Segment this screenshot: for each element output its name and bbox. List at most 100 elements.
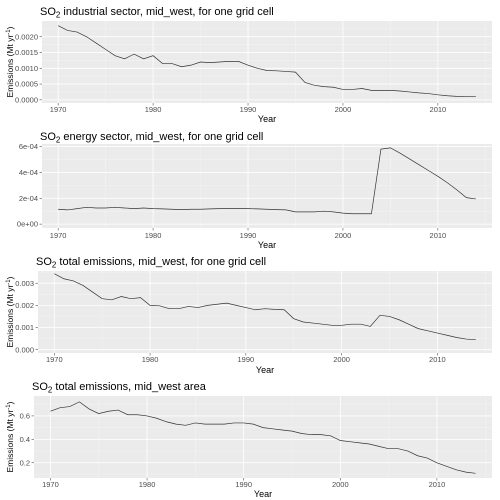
data-point [200, 61, 201, 62]
y-tick-label: 0.003 [15, 279, 34, 288]
data-point [96, 42, 97, 43]
data-point [371, 90, 372, 91]
data-point [418, 164, 419, 165]
data-point [323, 86, 324, 87]
data-point [352, 89, 353, 90]
data-point [456, 337, 457, 338]
data-point [188, 306, 189, 307]
y-tick-label: 0.0015 [15, 48, 38, 57]
data-point [361, 213, 362, 214]
data-point [276, 209, 277, 210]
chart-panel-2: SO2 energy sector, mid_west, for one gri… [17, 131, 492, 250]
data-point [209, 62, 210, 63]
data-point [291, 431, 292, 432]
data-point [152, 208, 153, 209]
data-point [380, 90, 381, 91]
data-point [388, 448, 389, 449]
data-point [228, 208, 229, 209]
x-tick-label: 2000 [333, 355, 350, 364]
y-tick-label: 0.0020 [15, 32, 38, 41]
y-tick-label: 0.000 [15, 345, 34, 354]
data-point [127, 414, 128, 415]
x-tick-label: 2000 [335, 231, 352, 240]
data-point [257, 68, 258, 69]
plot-panel [38, 271, 492, 353]
data-point [456, 189, 457, 190]
data-point [370, 326, 371, 327]
data-point [475, 339, 476, 340]
data-point [314, 85, 315, 86]
y-tick-label: 0.0005 [15, 80, 38, 89]
plot-panel [42, 21, 492, 103]
data-point [285, 71, 286, 72]
data-point [243, 422, 244, 423]
data-point [266, 209, 267, 210]
data-point [323, 211, 324, 212]
data-point [399, 152, 400, 153]
data-point [219, 61, 220, 62]
data-point [181, 66, 182, 67]
data-point [79, 401, 80, 402]
data-point [130, 298, 131, 299]
data-point [428, 170, 429, 171]
x-tick-label: 1970 [46, 355, 63, 364]
x-axis-label: Year [254, 489, 272, 499]
chart-title: SO2 total emissions, mid_west, for one g… [36, 256, 266, 270]
data-point [162, 208, 163, 209]
data-point [77, 208, 78, 209]
y-tick-label: 0e+00 [17, 220, 38, 229]
data-point [274, 309, 275, 310]
x-tick-label: 1990 [238, 355, 255, 364]
data-point [417, 455, 418, 456]
data-point [92, 291, 93, 292]
data-point [115, 207, 116, 208]
data-point [301, 433, 302, 434]
data-point [67, 209, 68, 210]
data-point [390, 147, 391, 148]
data-point [238, 61, 239, 62]
data-point [314, 211, 315, 212]
y-axis-label: Emissions (Mt yr-1) [5, 276, 15, 347]
data-point [320, 434, 321, 435]
y-tick-label: 2e-04 [19, 194, 38, 203]
x-tick-label: 1980 [139, 480, 156, 489]
data-point [369, 443, 370, 444]
data-point [304, 211, 305, 212]
series-line [57, 25, 476, 98]
data-point [264, 308, 265, 309]
data-point [409, 91, 410, 92]
x-tick-label: 2010 [429, 355, 446, 364]
data-point [322, 324, 323, 325]
data-point [67, 30, 68, 31]
x-tick-label: 1990 [235, 480, 252, 489]
data-point [143, 207, 144, 208]
data-point [255, 309, 256, 310]
data-point [436, 462, 437, 463]
data-point [272, 428, 273, 429]
data-point [428, 93, 429, 94]
x-tick-label: 1980 [142, 355, 159, 364]
data-point [195, 422, 196, 423]
data-point [115, 55, 116, 56]
data-point [73, 280, 74, 281]
series-line [58, 147, 476, 215]
chart-title: SO2 total emissions, mid_west area [32, 381, 207, 395]
x-tick-label: 2010 [429, 480, 446, 489]
data-point [171, 209, 172, 210]
data-point [169, 308, 170, 309]
y-tick-label: 0.2 [20, 458, 30, 467]
data-point [285, 209, 286, 210]
data-point [171, 63, 172, 64]
data-point [352, 213, 353, 214]
chart-panel-1: SO2 industrial sector, mid_west, for one… [5, 6, 492, 124]
data-point [181, 209, 182, 210]
data-point [204, 424, 205, 425]
data-point [408, 324, 409, 325]
data-point [82, 285, 83, 286]
y-axis-label: Emissions (Mt yr-1) [5, 26, 15, 97]
data-point [475, 96, 476, 97]
data-point [69, 406, 70, 407]
data-point [175, 424, 176, 425]
data-point [108, 411, 109, 412]
data-point [124, 207, 125, 208]
